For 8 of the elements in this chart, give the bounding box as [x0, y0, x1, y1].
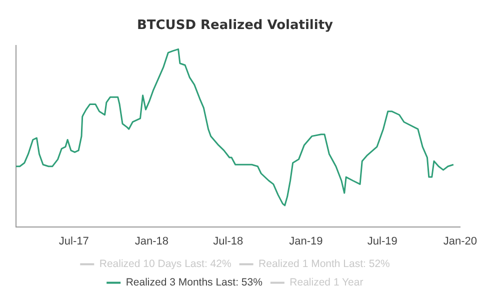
x-tick-label: Jul-19 — [367, 235, 398, 248]
x-tick-label: Jul-17 — [58, 235, 89, 248]
x-tick-label: Jan-18 — [134, 235, 168, 248]
legend-label: Realized 3 Months Last: 53% — [126, 276, 262, 289]
chart-title: BTCUSD Realized Volatility — [136, 18, 334, 34]
x-tick-label: Jul-18 — [213, 235, 244, 248]
x-tick-label: Jan-19 — [289, 235, 323, 248]
x-tick-label: Jan-20 — [443, 235, 478, 248]
